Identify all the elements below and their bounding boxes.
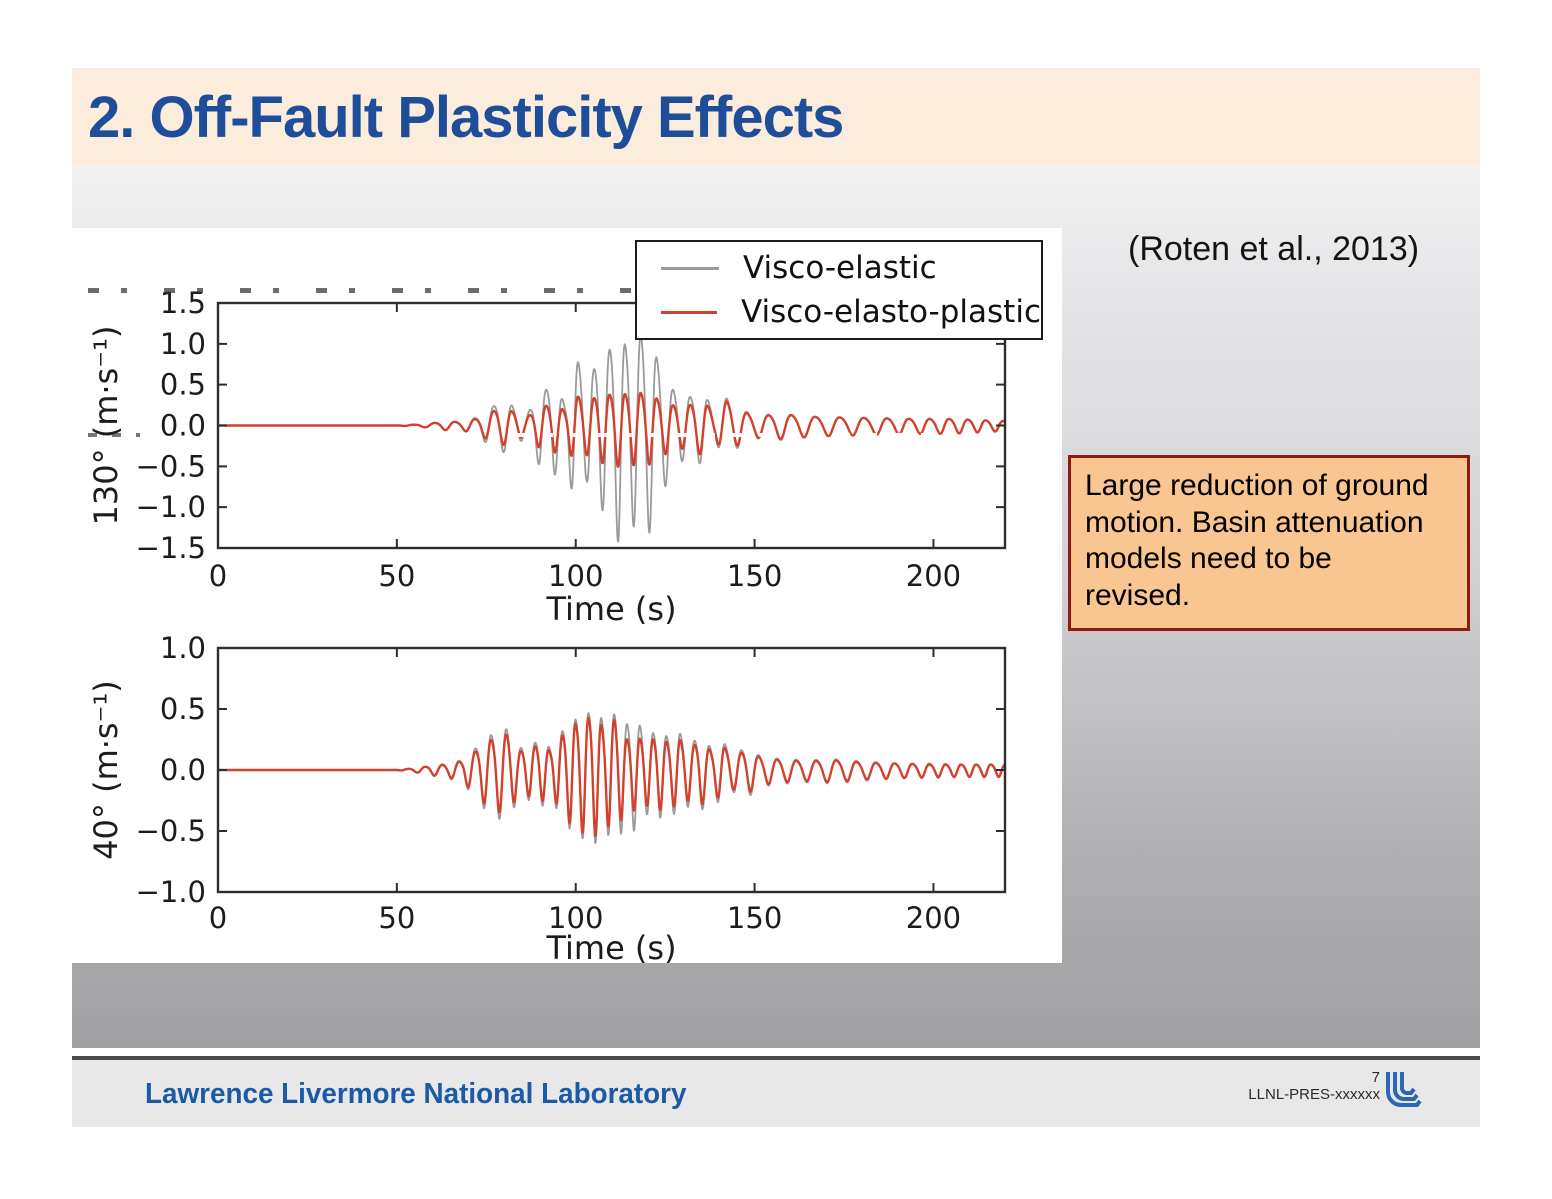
- llnl-logo-icon: [1386, 1072, 1422, 1107]
- zeroline-dash-artifact: [300, 433, 940, 437]
- document-id: LLNL-PRES-xxxxxx: [1248, 1086, 1380, 1104]
- legend-item: Visco-elastic: [661, 250, 1041, 286]
- citation-text: (Roten et al., 2013): [1128, 230, 1420, 268]
- page-number: 7: [1371, 1069, 1380, 1086]
- legend-item: Visco-elasto-plastic: [661, 294, 1041, 330]
- callout-text: Large reduction of ground motion. Basin …: [1085, 469, 1429, 612]
- page-title: 2. Off-Fault Plasticity Effects: [88, 85, 844, 150]
- footer-organization: Lawrence Livermore National Laboratory: [145, 1078, 687, 1110]
- gray-line-swatch: [661, 266, 719, 270]
- legend-item-label: Visco-elastic: [743, 250, 937, 286]
- red-line-swatch: [661, 310, 717, 314]
- title-band: 2. Off-Fault Plasticity Effects: [72, 68, 1480, 165]
- footer-meta: 7 LLNL-PRES-xxxxxx: [1248, 1069, 1380, 1104]
- cropped-text-artifact: [88, 433, 140, 437]
- seismogram-canvas: [72, 228, 1062, 963]
- chart-panel: Visco-elastic Visco-elasto-plastic: [72, 228, 1062, 963]
- legend-item-label: Visco-elasto-plastic: [740, 294, 1041, 330]
- footer-divider: [72, 1056, 1480, 1060]
- callout-box: Large reduction of ground motion. Basin …: [1068, 455, 1470, 632]
- footer-bar: Lawrence Livermore National Laboratory 7…: [72, 1060, 1480, 1127]
- cropped-text-artifact: [88, 288, 633, 293]
- chart-legend: Visco-elastic Visco-elasto-plastic: [635, 240, 1043, 340]
